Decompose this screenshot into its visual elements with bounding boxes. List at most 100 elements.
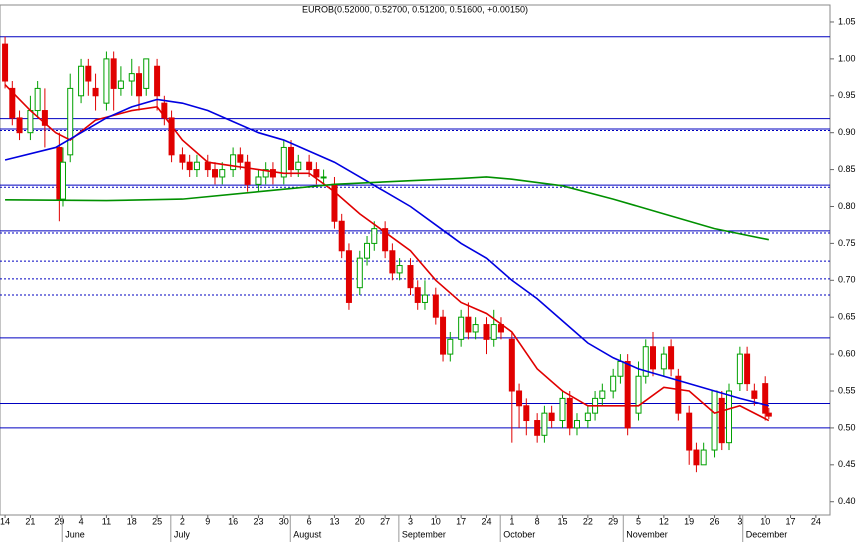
candle-body [389, 250, 396, 274]
candle-body [313, 169, 320, 178]
candle-body [244, 161, 251, 185]
candle-body [447, 338, 454, 355]
candle-body [41, 110, 48, 126]
candle-body [432, 294, 439, 318]
candle-body [161, 102, 168, 119]
candle-body [534, 420, 541, 436]
candle-body [483, 324, 490, 340]
candle-body [693, 449, 700, 466]
x-tick-label: 23 [253, 516, 263, 526]
x-tick-label: 30 [279, 516, 289, 526]
candle-body [295, 161, 302, 171]
candle-body [700, 449, 707, 466]
x-tick-label: 24 [811, 516, 821, 526]
candle-body [128, 73, 135, 82]
candle-body [566, 397, 573, 429]
x-tick-label: 6 [307, 516, 312, 526]
y-tick-label: 0.95 [838, 90, 856, 100]
x-tick-label: 26 [710, 516, 720, 526]
month-label: June [65, 529, 85, 539]
x-tick-label: 15 [557, 516, 567, 526]
candle-body [649, 346, 656, 370]
candle-body [541, 412, 548, 436]
x-tick-label: 4 [79, 516, 84, 526]
candle-body [440, 316, 447, 355]
candle-body [472, 324, 479, 333]
candle-body [219, 169, 226, 178]
plot-area [0, 4, 831, 516]
candle-body [269, 169, 276, 178]
x-tick-label: 3 [408, 516, 413, 526]
candle-body [255, 176, 262, 185]
candle-body [726, 390, 733, 444]
y-tick-label: 0.80 [838, 201, 856, 211]
x-tick-label: 20 [355, 516, 365, 526]
chart-title: EUROB(0.52000, 0.52700, 0.51200, 0.51600… [302, 4, 528, 14]
moving-average [4, 98, 770, 407]
candle-body [204, 161, 211, 171]
x-tick-label: 29 [54, 516, 64, 526]
candle-body [711, 390, 718, 451]
candle-body [371, 228, 378, 244]
candle-body [85, 65, 92, 82]
x-tick-label: 22 [583, 516, 593, 526]
candle-body [27, 110, 34, 134]
candle-body [67, 87, 74, 156]
x-tick-label: 21 [25, 516, 35, 526]
x-tick-label: 17 [456, 516, 466, 526]
candle-body [548, 412, 555, 422]
x-tick-label: 2 [180, 516, 185, 526]
month-label: October [503, 529, 535, 539]
candle-body [635, 375, 642, 414]
candle-body [718, 397, 725, 444]
candle-body [642, 346, 649, 377]
y-tick-label: 1.00 [838, 53, 856, 63]
candle-body [573, 420, 580, 429]
candle-body [382, 228, 389, 252]
candle-body [686, 412, 693, 451]
candle-body [168, 117, 175, 156]
candle-body [599, 390, 606, 399]
candle-body [356, 257, 363, 289]
candle-body [458, 316, 465, 340]
candle-body [34, 87, 41, 112]
month-label: November [626, 529, 668, 539]
candle-body [9, 87, 16, 119]
y-tick-label: 0.50 [838, 422, 856, 432]
candle-body [103, 58, 110, 104]
y-tick-label: 0.65 [838, 312, 856, 322]
candle-body [765, 412, 772, 417]
x-tick-label: 10 [431, 516, 441, 526]
candle-body [610, 375, 617, 392]
month-label: December [746, 529, 788, 539]
x-tick-label: 13 [329, 516, 339, 526]
x-tick-label: 25 [152, 516, 162, 526]
month-label: July [174, 529, 191, 539]
candle-body [744, 353, 751, 385]
candle-body [16, 117, 23, 134]
candle-body [143, 58, 150, 89]
month-label: August [293, 529, 322, 539]
candle-body [414, 287, 421, 303]
candle-body [668, 346, 675, 370]
month-label: September [402, 529, 446, 539]
candle-body [306, 161, 313, 171]
x-tick-label: 19 [684, 516, 694, 526]
y-tick-label: 1.05 [838, 16, 856, 26]
candle-body [186, 161, 193, 171]
candle-body [135, 73, 142, 97]
candle-body [660, 353, 667, 370]
moving-average [5, 176, 769, 241]
candle-body [584, 412, 591, 422]
candle-body [675, 375, 682, 414]
candle-body [624, 360, 631, 429]
candle-body [288, 146, 295, 171]
x-tick-label: 8 [535, 516, 540, 526]
candle-body [280, 146, 287, 178]
x-tick-label: 27 [380, 516, 390, 526]
candle-body [751, 390, 758, 399]
candle-body [78, 65, 85, 97]
candle-body [490, 324, 497, 340]
x-tick-label: 11 [102, 516, 111, 526]
